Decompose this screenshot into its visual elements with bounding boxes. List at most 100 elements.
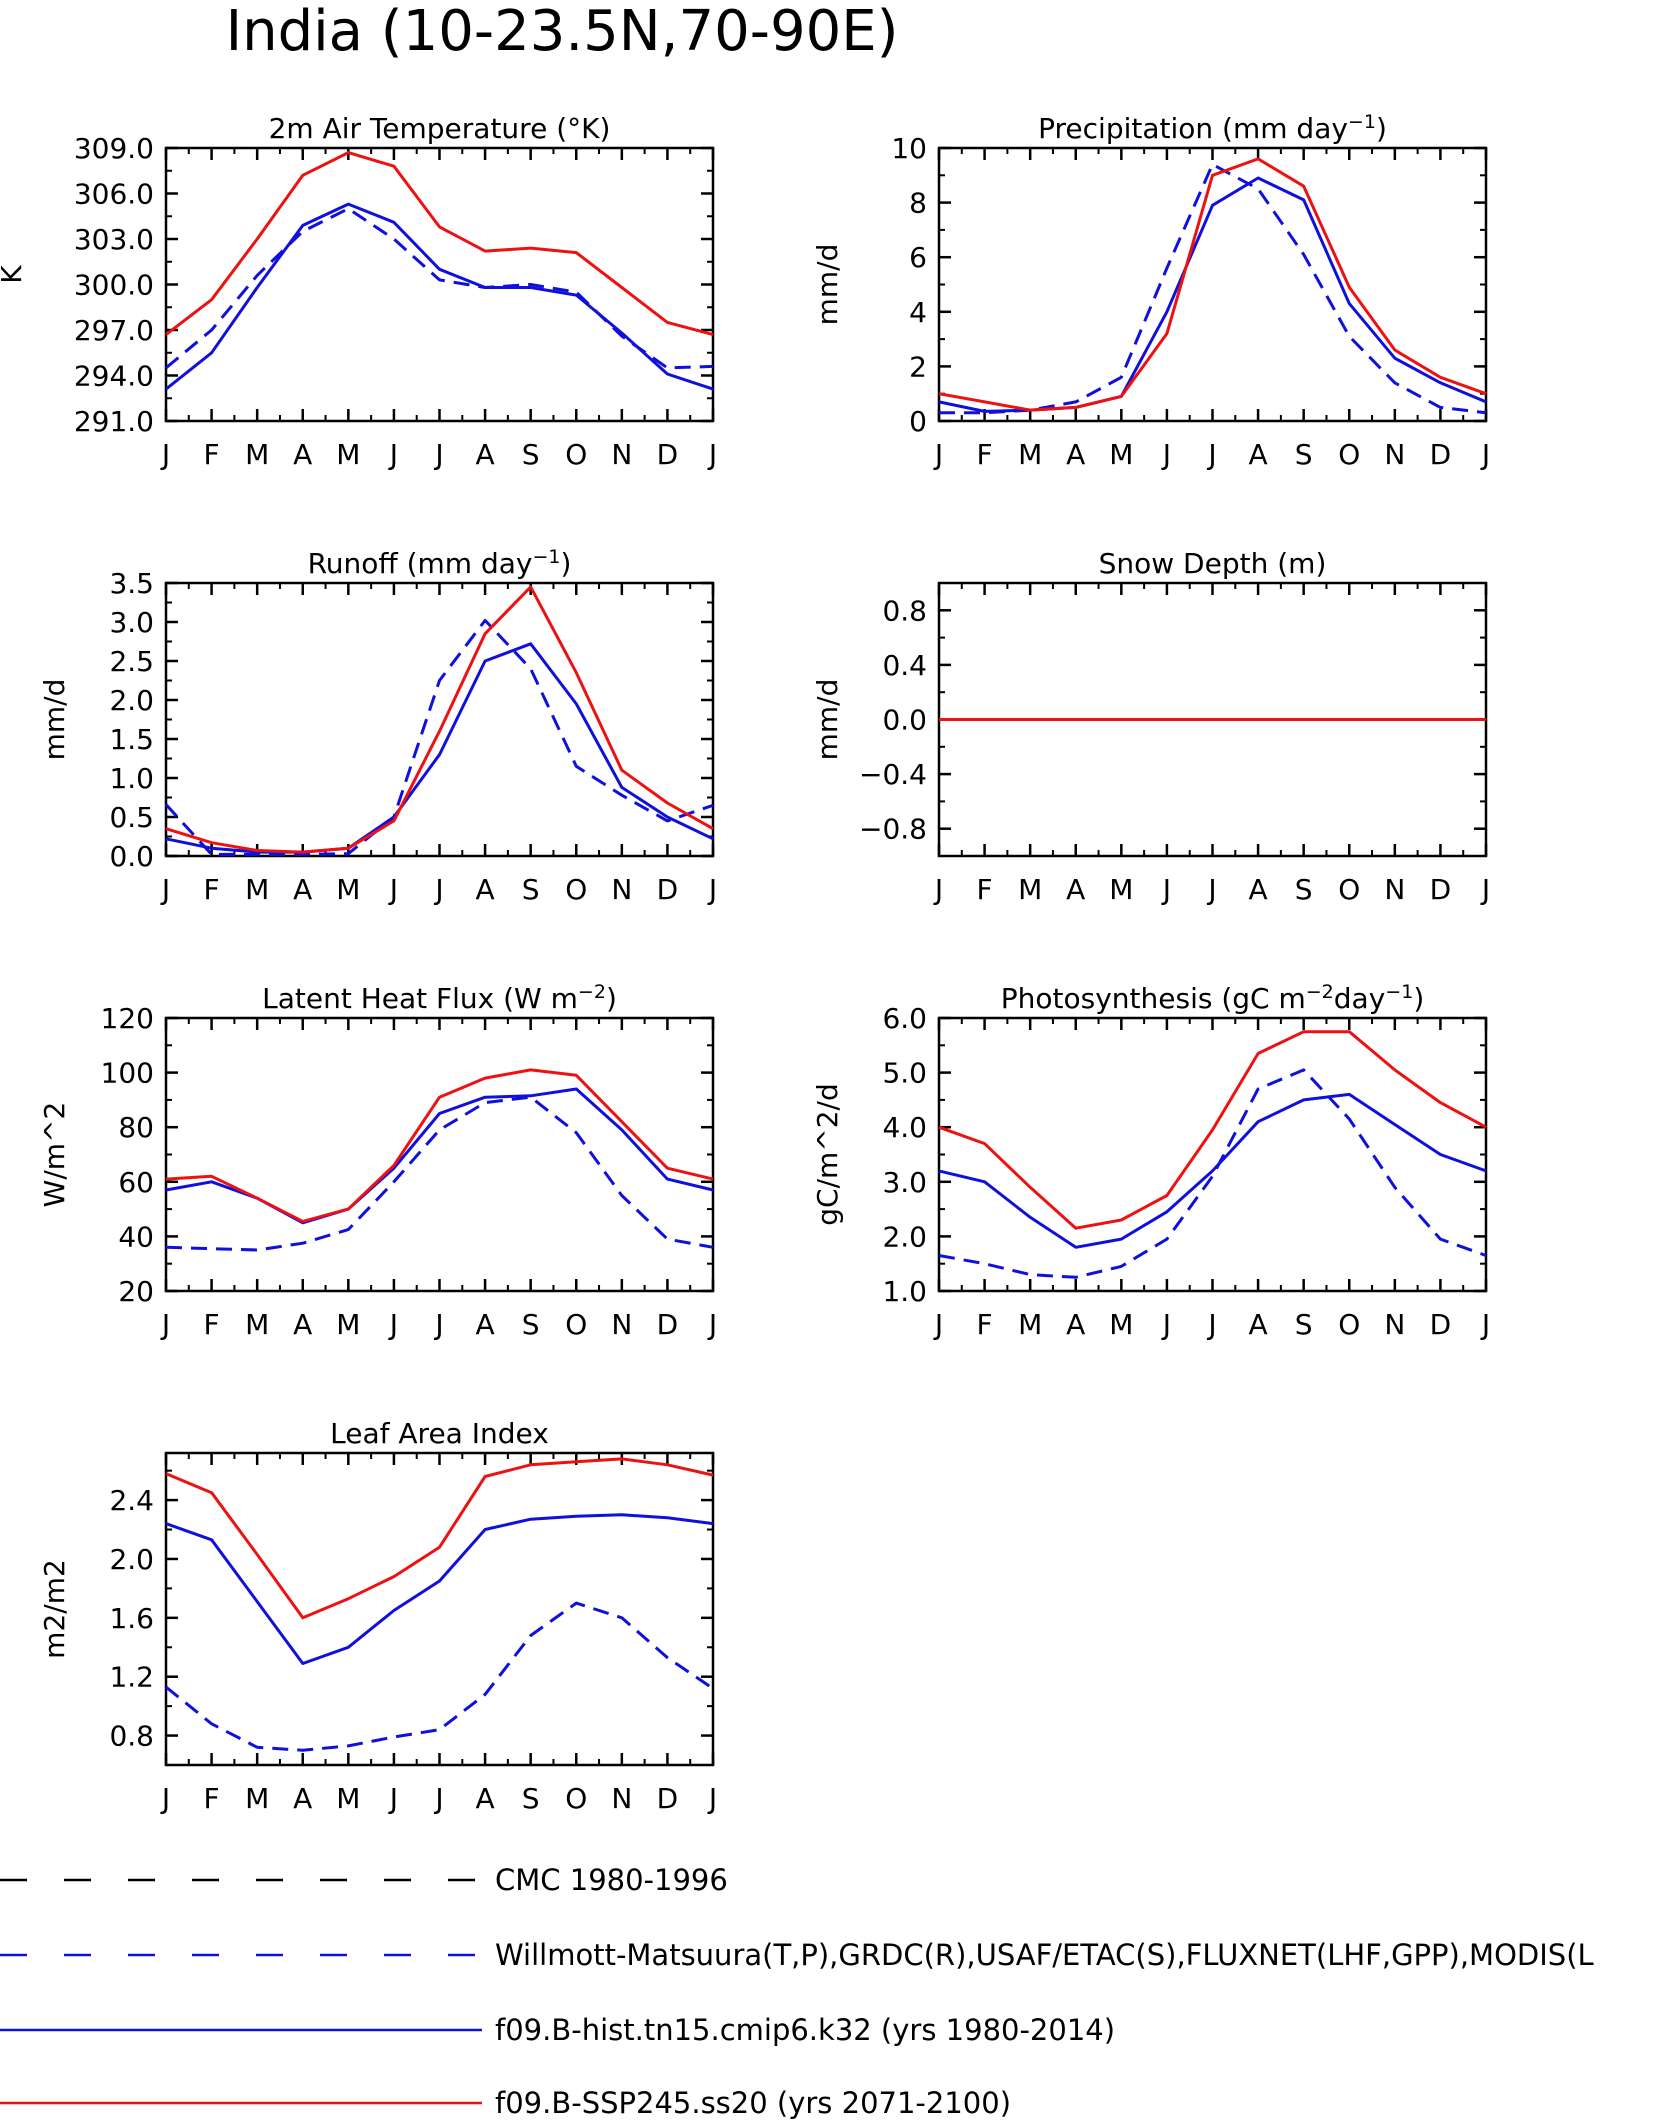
- x-tick-label: D: [1430, 1308, 1452, 1341]
- y-tick-label: 306.0: [74, 178, 154, 211]
- x-tick-label: A: [293, 438, 312, 471]
- x-tick-label: M: [245, 438, 269, 471]
- y-tick-label: 20: [118, 1275, 154, 1308]
- x-tick-label: S: [522, 438, 540, 471]
- x-tick-label: A: [1066, 873, 1085, 906]
- x-tick-label: O: [565, 1782, 587, 1815]
- x-tick-label: O: [565, 873, 587, 906]
- y-tick-label: 0.0: [109, 840, 154, 873]
- x-tick-label: A: [476, 1782, 495, 1815]
- panel-photo: J F M A M J J A S O N D J6.05.04.03.02.01.0Photosynt…: [811, 981, 1490, 1341]
- y-tick-label: 2.0: [882, 1220, 927, 1253]
- panel-title: Runoff (mm day−1): [308, 546, 572, 580]
- y-axis-label: K: [0, 265, 28, 284]
- x-tick-label: S: [1295, 1308, 1313, 1341]
- y-tick-label: 0.5: [109, 801, 154, 834]
- y-tick-label: 3.5: [109, 567, 154, 600]
- x-tick-label: J: [933, 438, 943, 471]
- x-tick-label: J: [1480, 1308, 1490, 1341]
- y-tick-label: 309.0: [74, 132, 154, 165]
- y-tick-label: 300.0: [74, 269, 154, 302]
- x-tick-label: J: [433, 438, 443, 471]
- x-tick-label: M: [1109, 873, 1133, 906]
- y-tick-label: 8: [909, 187, 927, 220]
- x-tick-label: N: [611, 1782, 632, 1815]
- y-tick-label: 294.0: [74, 360, 154, 393]
- y-tick-label: 0.4: [882, 649, 927, 682]
- y-tick-label: 1.2: [109, 1661, 154, 1694]
- y-tick-label: 5.0: [882, 1057, 927, 1090]
- x-tick-label: D: [657, 873, 679, 906]
- x-tick-label: D: [657, 1308, 679, 1341]
- series-line-obs: [165, 1601, 714, 1752]
- series-line-ssp245: [165, 1457, 714, 1620]
- x-tick-label: J: [933, 1308, 943, 1341]
- series-line-ssp245: [165, 1068, 714, 1223]
- x-tick-label: J: [1161, 438, 1171, 471]
- x-tick-label: A: [293, 1782, 312, 1815]
- series-line-obs: [939, 162, 1487, 415]
- x-tick-label: M: [245, 1782, 269, 1815]
- panel-temp: J F M A M J J A S O N D J309.0306.0303.0300.0297.029…: [0, 112, 717, 471]
- x-tick-label: D: [657, 1782, 679, 1815]
- x-tick-label: J: [433, 1308, 443, 1341]
- x-tick-label: J: [160, 1308, 170, 1341]
- x-tick-label: J: [707, 873, 717, 906]
- series-line-hist: [938, 1092, 1487, 1249]
- x-tick-label: J: [933, 873, 943, 906]
- y-tick-label: 10: [891, 132, 927, 165]
- y-axis-label: mm/d: [811, 244, 844, 326]
- x-tick-label: N: [611, 1308, 632, 1341]
- x-tick-label: A: [293, 873, 312, 906]
- x-tick-label: J: [1206, 1308, 1216, 1341]
- x-tick-label: J: [433, 1782, 443, 1815]
- x-tick-label: J: [707, 438, 717, 471]
- x-tick-label: J: [1206, 438, 1216, 471]
- y-tick-label: 2.0: [109, 684, 154, 717]
- legend: CMC 1980-1996 Willmott-Matsuura(T,P),GRDC…: [0, 1863, 1594, 2120]
- x-tick-label: M: [1018, 873, 1042, 906]
- x-tick-label: O: [565, 438, 587, 471]
- x-tick-label: J: [707, 1782, 717, 1815]
- y-tick-label: 2.4: [109, 1484, 154, 1517]
- x-tick-label: A: [1249, 873, 1268, 906]
- y-tick-label: 2.0: [109, 1543, 154, 1576]
- panels: J F M A M J J A S O N D J309.0306.0303.0300.0297.029…: [0, 111, 1490, 1815]
- panel-title: 2m Air Temperature (°K): [269, 112, 611, 145]
- y-tick-label: 1.0: [882, 1275, 927, 1308]
- x-tick-label: J: [160, 438, 170, 471]
- y-tick-label: −0.8: [859, 813, 927, 846]
- plot-frame: [164, 146, 715, 423]
- y-tick-label: 3.0: [882, 1166, 927, 1199]
- x-tick-label: J: [388, 1308, 398, 1341]
- series-line-obs: [164, 618, 714, 856]
- x-tick-label: F: [977, 1308, 993, 1341]
- y-axis-label: mm/d: [38, 679, 71, 761]
- x-tick-label: J: [1206, 873, 1216, 906]
- y-tick-label: 303.0: [74, 223, 154, 256]
- panel-runoff: J F M A M J J A S O N D J3.53.02.52.01.51.00.50.0Run…: [38, 546, 717, 906]
- x-tick-label: N: [1384, 438, 1405, 471]
- x-tick-label: M: [245, 1308, 269, 1341]
- x-tick-label: N: [611, 438, 632, 471]
- x-tick-label: S: [1295, 873, 1313, 906]
- series-line-hist: [165, 202, 714, 391]
- y-tick-label: 297.0: [74, 314, 154, 347]
- x-tick-label: F: [977, 438, 993, 471]
- plot-frame: [164, 1451, 715, 1767]
- figure-title: India (10-23.5N,70-90E): [226, 0, 899, 64]
- y-tick-label: 100: [101, 1057, 154, 1090]
- series-line-obs: [165, 1095, 714, 1252]
- y-tick-label: 0: [909, 405, 927, 438]
- y-tick-label: 1.0: [109, 762, 154, 795]
- y-tick-label: 60: [118, 1166, 154, 1199]
- x-tick-label: A: [1249, 1308, 1268, 1341]
- x-tick-label: A: [476, 873, 495, 906]
- y-axis-label: W/m^2: [38, 1102, 71, 1208]
- x-tick-label: J: [388, 1782, 398, 1815]
- x-tick-label: F: [977, 873, 993, 906]
- x-tick-label: A: [1249, 438, 1268, 471]
- x-tick-label: A: [1066, 1308, 1085, 1341]
